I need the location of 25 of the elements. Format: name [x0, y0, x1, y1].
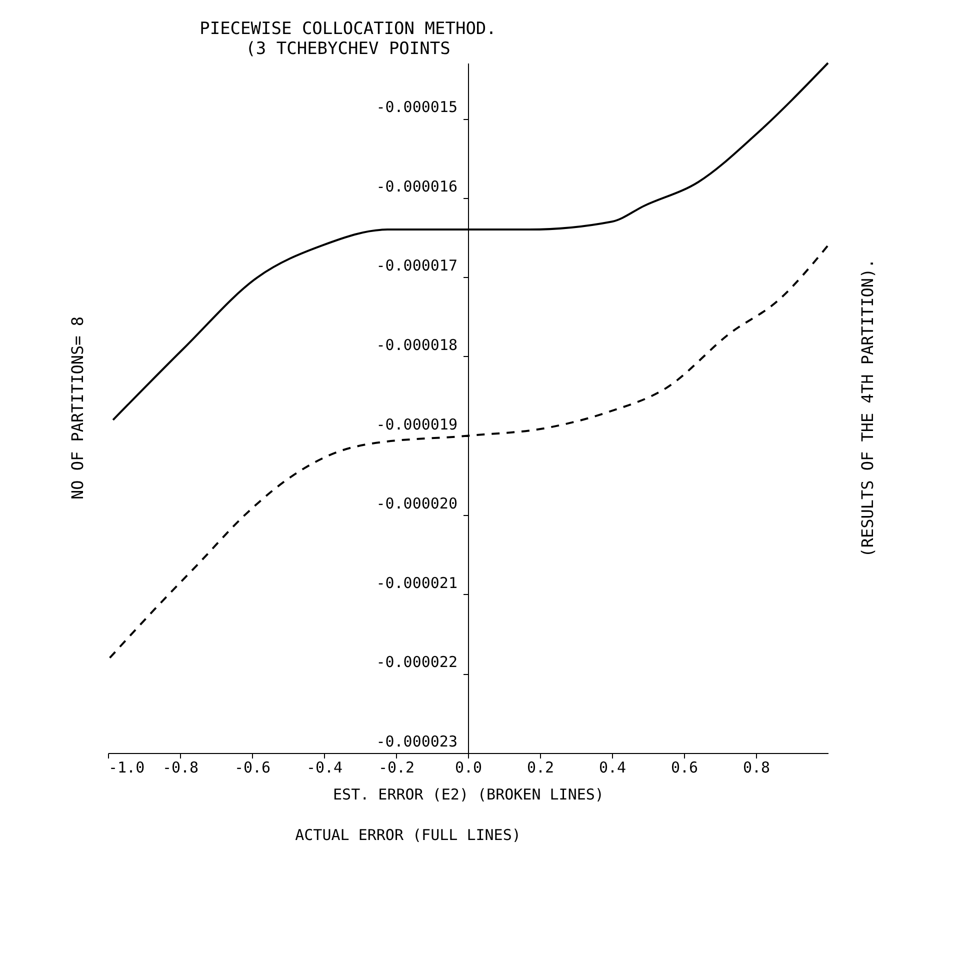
y-tick-label: -0.000016 — [376, 177, 458, 196]
x-tick-label: 0.2 — [526, 758, 554, 776]
x-axis-title: EST. ERROR (E2) (BROKEN LINES) — [333, 786, 604, 804]
y-tick-label: -0.000017 — [376, 256, 458, 275]
chart-subtitle: (3 TCHEBYCHEV POINTS — [246, 39, 450, 59]
y-tick-label: -0.000022 — [376, 653, 458, 672]
text: NO OF PARTITIONS= 8 — [68, 316, 87, 500]
y-tick-label: -0.000021 — [376, 574, 458, 592]
x-tick-label: 0.0 — [454, 758, 482, 776]
text: ACTUAL ERROR (FULL LINES) — [295, 826, 521, 844]
x-tick-label: 0.4 — [598, 758, 626, 776]
x-tick-label: -0.2 — [378, 758, 415, 776]
y-tick-label: -0.000018 — [376, 336, 458, 354]
y-tick-label: -0.000020 — [376, 494, 458, 513]
x-tick-label: 0.8 — [742, 758, 770, 776]
x-tick-label: -0.4 — [306, 758, 343, 776]
y-tick-label: -0.000023 — [376, 732, 458, 750]
x-tick-label: -0.6 — [234, 758, 271, 776]
chart-title: PIECEWISE COLLOCATION METHOD. — [200, 19, 496, 39]
x-tick-label: -0.8 — [162, 758, 199, 776]
y-tick-label: -0.000019 — [376, 415, 458, 434]
x-tick-label: -1.0 — [108, 758, 145, 776]
y-tick-label: -0.000015 — [376, 98, 458, 116]
text: (RESULTS OF THE 4TH PARTITION). — [858, 258, 877, 558]
x-tick-label: 0.6 — [670, 758, 698, 776]
